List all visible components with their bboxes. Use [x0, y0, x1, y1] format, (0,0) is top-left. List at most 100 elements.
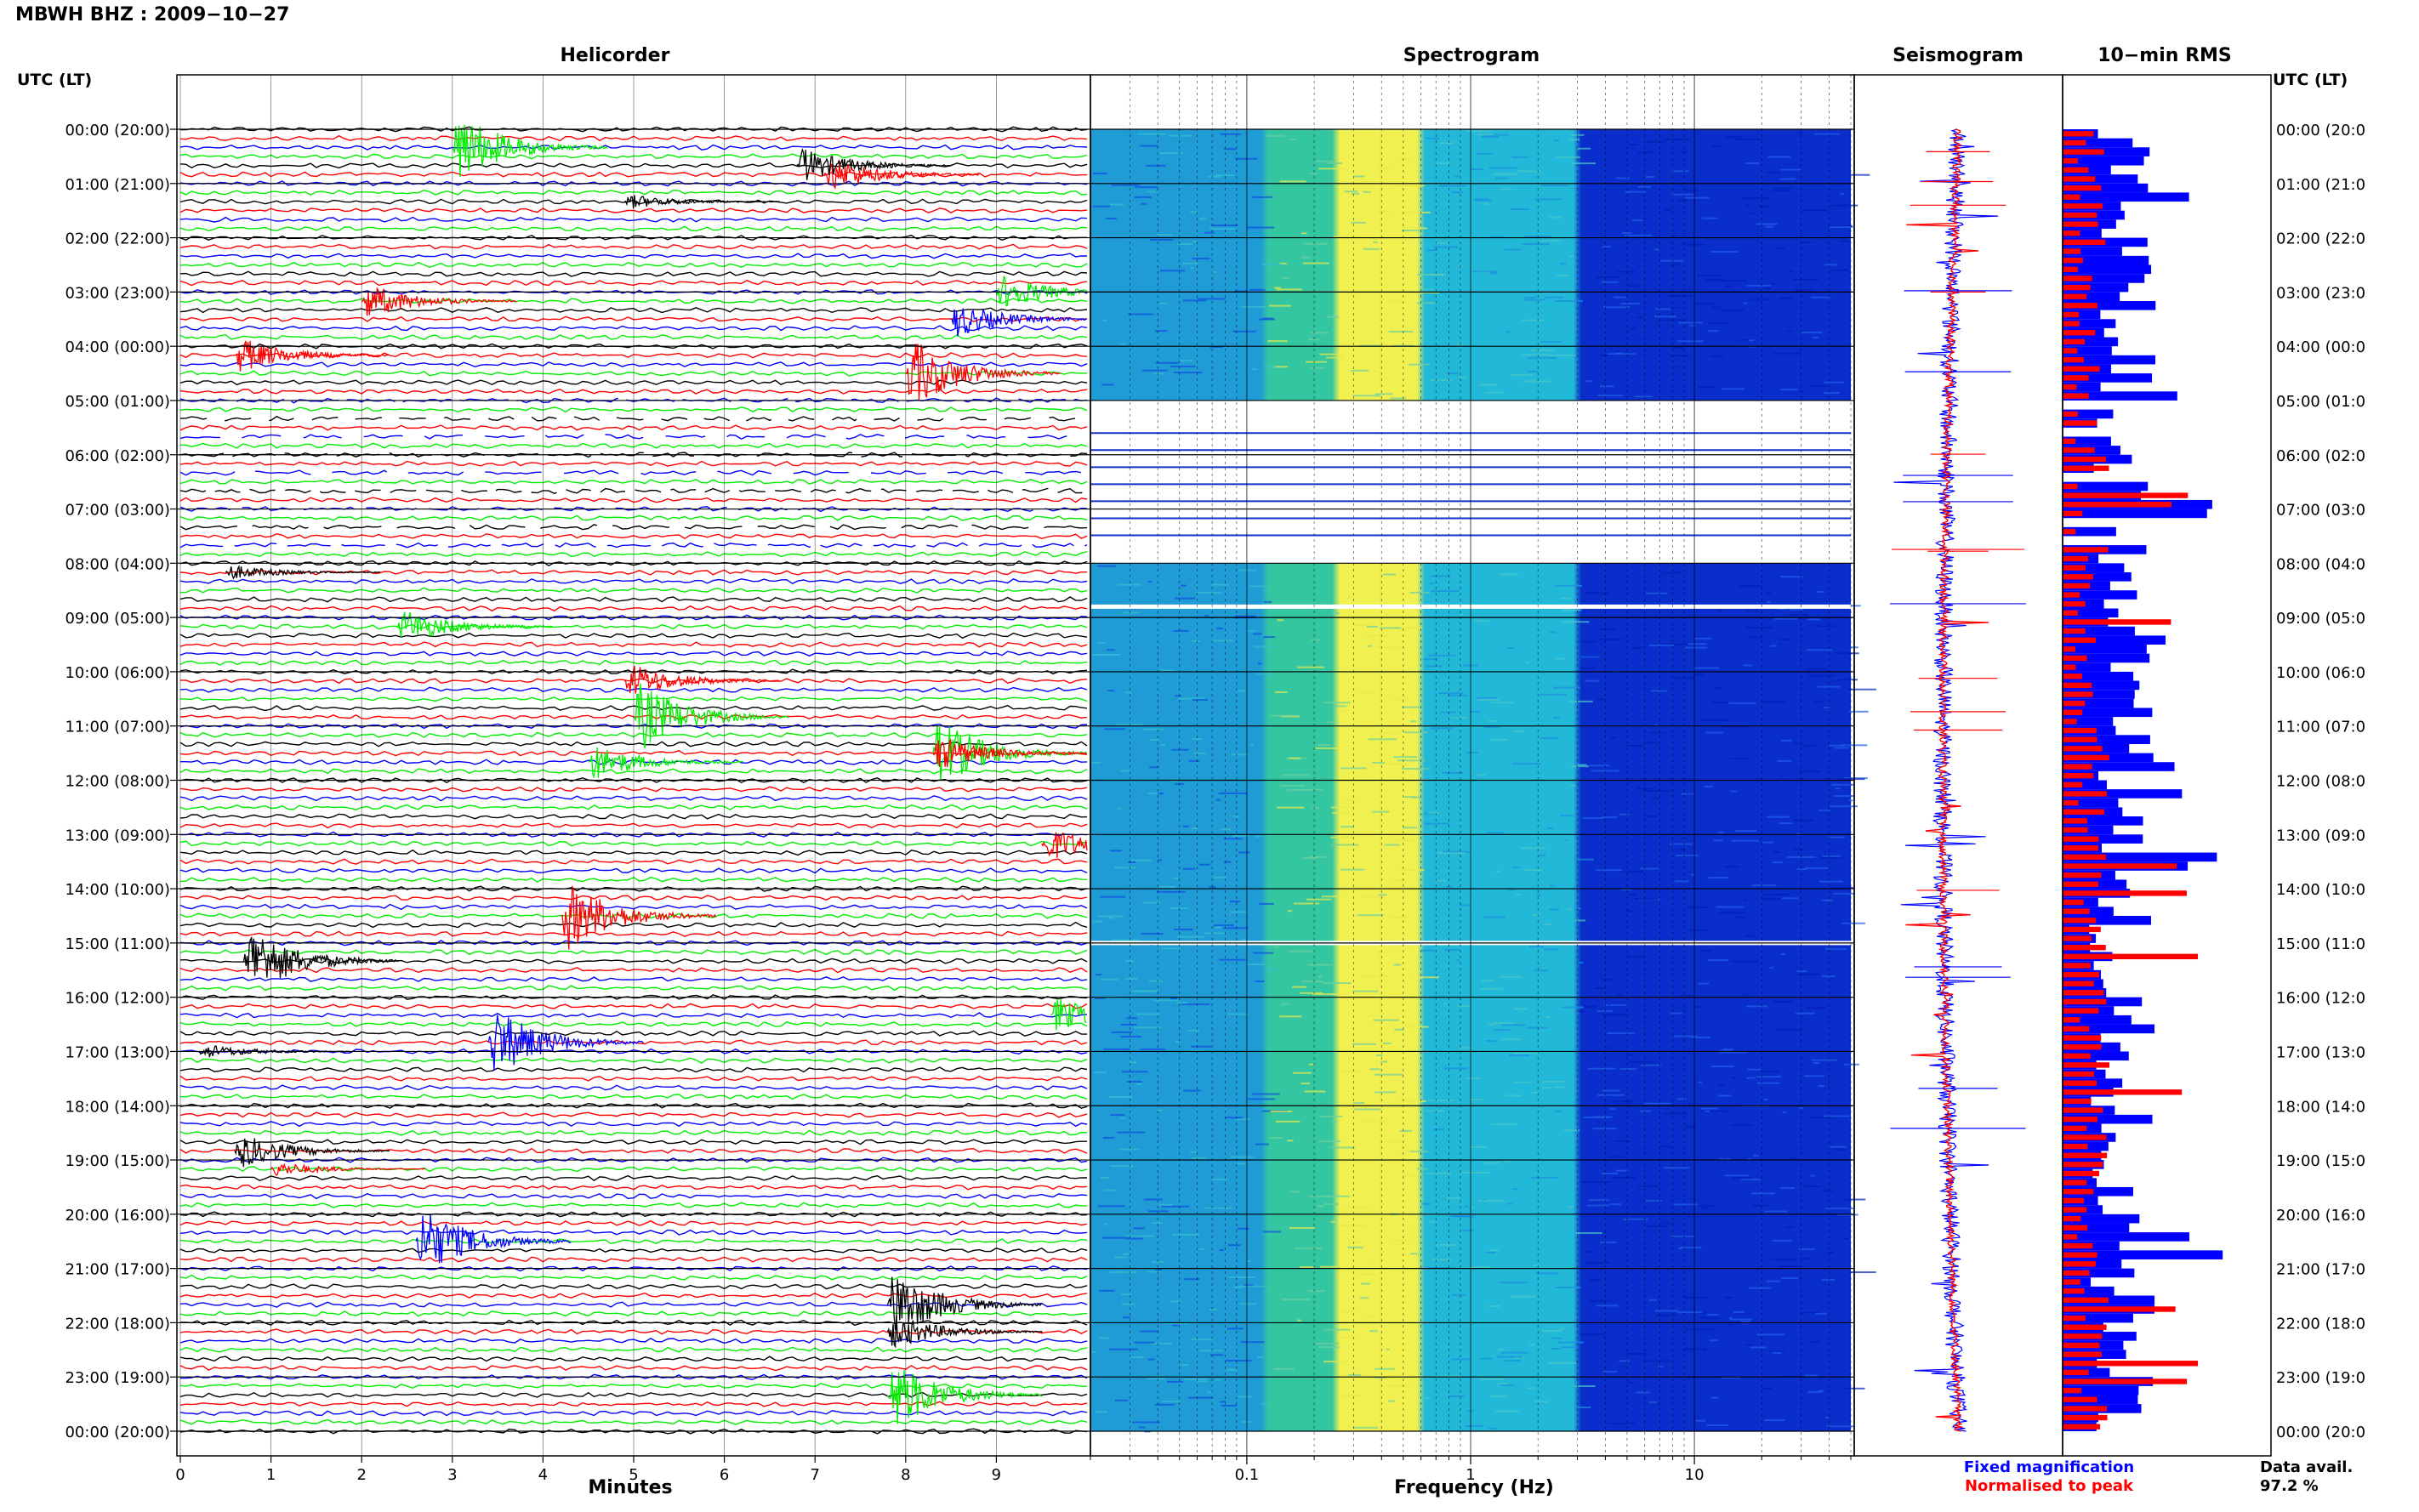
spectrogram-texture	[1246, 963, 1266, 966]
rms-bar-fixed	[2063, 834, 2143, 844]
spectrogram-texture	[1528, 1344, 1535, 1346]
spectrogram-texture	[1646, 815, 1658, 817]
spectrogram-texture	[1732, 960, 1760, 963]
spectrogram-texture	[1307, 963, 1333, 966]
spectrogram-texture	[1767, 816, 1790, 818]
rms-bar-normalised	[2063, 1333, 2103, 1339]
spectrogram-texture	[1746, 610, 1758, 612]
rms-bar-normalised	[2063, 293, 2087, 299]
spectrogram-texture	[1813, 1061, 1820, 1064]
spectrogram-texture	[1819, 880, 1843, 883]
spectrogram-texture	[1655, 308, 1671, 310]
rms-bar-normalised	[2063, 510, 2083, 517]
spectrogram-texture	[1561, 609, 1582, 611]
spectrogram-texture	[1749, 1287, 1771, 1289]
spectrogram-texture	[1104, 728, 1126, 730]
spectrogram-texture	[1514, 1081, 1532, 1083]
spectrogram-texture	[1236, 1162, 1246, 1165]
spectrogram-texture	[1811, 296, 1831, 298]
hour-label-right: 17:00 (13:0	[2276, 1043, 2365, 1061]
hour-label-right: 07:00 (03:0	[2276, 502, 2365, 520]
rms-bar-fixed	[2063, 183, 2149, 193]
spectrogram-texture	[1822, 899, 1833, 901]
spectrogram-texture	[1794, 289, 1815, 292]
spectrogram-texture	[1680, 848, 1685, 850]
spectrogram-texture	[1291, 986, 1307, 988]
spectrogram-texture	[1663, 138, 1690, 140]
spectrogram-texture	[1474, 620, 1490, 622]
spectrogram-texture	[1511, 763, 1541, 765]
spectrogram-texture	[1107, 649, 1115, 651]
spectrogram-texture	[1276, 288, 1302, 291]
rms-bar-normalised	[2063, 1414, 2108, 1421]
rms-bar-normalised	[2063, 945, 2106, 951]
spectrogram-texture	[1178, 697, 1205, 700]
spectrogram-texture	[1780, 576, 1804, 578]
spectrogram-texture	[1281, 1003, 1289, 1005]
spectrogram-texture	[1680, 151, 1687, 153]
spectrogram-texture	[1369, 1330, 1378, 1333]
spectrogram-texture	[1574, 858, 1594, 861]
spectrogram-texture	[1216, 627, 1223, 629]
rms-bar-fixed	[2063, 735, 2150, 744]
rms-bar-normalised	[2063, 1107, 2103, 1113]
spectrogram-texture	[1780, 739, 1792, 742]
spectrogram-texture	[1124, 960, 1134, 963]
spectrogram-texture	[1727, 1324, 1734, 1327]
spectrogram-texture	[1343, 1394, 1362, 1396]
helicorder-event	[487, 1015, 644, 1071]
rms-bar-normalised	[2063, 167, 2089, 173]
spectrogram-texture	[1344, 190, 1358, 193]
spectrogram-texture	[1368, 738, 1397, 741]
spectrogram-texture	[1155, 1403, 1175, 1406]
spectrogram-texture	[1607, 353, 1636, 355]
spectrogram-texture	[1720, 280, 1747, 282]
spectrogram-texture	[1772, 850, 1781, 853]
hour-label-right: 14:00 (10:0	[2276, 881, 2365, 899]
spectrogram-texture	[1184, 1378, 1209, 1380]
spectrogram-texture	[1801, 1311, 1821, 1314]
spectrogram-texture	[1533, 1265, 1539, 1267]
spectrogram-texture	[1735, 138, 1763, 140]
spectrogram-texture	[1684, 1126, 1697, 1128]
spectrogram-texture	[1798, 770, 1822, 773]
spectrogram-texture	[1751, 1192, 1775, 1195]
spectrogram-texture	[1528, 946, 1544, 948]
spectrogram-texture	[1455, 959, 1460, 962]
spectrogram-texture	[1277, 619, 1284, 622]
spectrogram-texture	[1251, 368, 1258, 371]
spectrogram-texture	[1386, 1384, 1413, 1387]
spectrogram-texture	[1255, 1143, 1270, 1145]
spectrogram-texture	[1843, 1063, 1859, 1066]
rms-bar-fixed	[2063, 373, 2153, 383]
spectrogram-texture	[1269, 714, 1296, 717]
rms-bar-normalised	[2063, 990, 2104, 996]
spectrogram-texture	[1280, 785, 1305, 787]
rms-bar-normalised	[2063, 1342, 2100, 1349]
spectrogram-texture	[1739, 338, 1751, 341]
spectrogram-texture	[1148, 980, 1163, 982]
seismogram-panel	[1890, 128, 2026, 1432]
spectrogram-texture	[1759, 205, 1771, 207]
spectrogram-texture	[1585, 380, 1592, 383]
spectrogram-texture	[1239, 1303, 1258, 1305]
spectrogram-texture	[1824, 1417, 1829, 1419]
rms-bar-normalised	[2063, 565, 2086, 571]
spectrogram-texture	[1304, 1090, 1326, 1093]
spectrogram-texture	[1496, 1356, 1523, 1358]
spectrogram-texture	[1318, 168, 1347, 170]
hour-labels: 00:00 (20:00) 01:00 (21:00) 02:00 (22:00) 0…	[65, 122, 2365, 1441]
spectrogram-texture	[1824, 707, 1831, 709]
spectrogram-texture	[1480, 1357, 1493, 1360]
spectrogram-texture	[1215, 174, 1235, 177]
rms-bar-fixed	[2063, 1295, 2155, 1305]
spectrogram-texture	[1158, 793, 1164, 795]
spectrogram-texture	[1619, 870, 1643, 873]
rms-bar-fixed	[2063, 138, 2133, 148]
spectrogram-texture	[1809, 1340, 1822, 1343]
spectrogram-texture	[1215, 926, 1229, 929]
spectrogram-texture	[1848, 710, 1869, 713]
spectrogram-texture	[1451, 1358, 1470, 1361]
rms-bar-normalised	[2063, 1152, 2108, 1158]
spectrogram-texture	[1512, 730, 1524, 733]
